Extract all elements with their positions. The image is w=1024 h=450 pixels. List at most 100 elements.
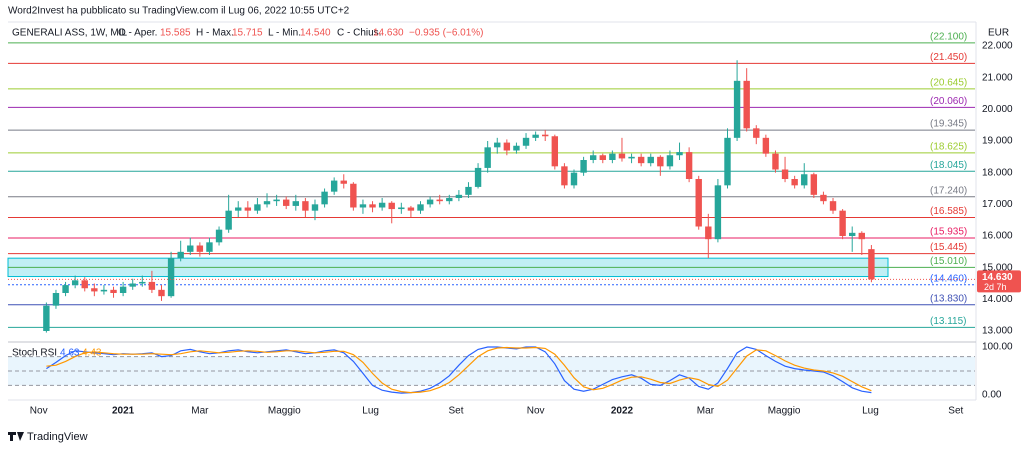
candle-body — [839, 210, 846, 236]
level-label: (20.060) — [930, 96, 967, 107]
candle-body — [350, 183, 357, 208]
candle-body — [378, 202, 386, 208]
candle-body — [321, 191, 328, 205]
x-tick-label: Mar — [697, 406, 715, 417]
candle-body — [532, 134, 539, 138]
y-tick-label: 17.000 — [982, 199, 1013, 210]
rsi-line — [46, 346, 872, 394]
candle-body — [705, 226, 712, 240]
candle-body — [676, 152, 683, 156]
y-tick-label: 21.000 — [982, 72, 1013, 83]
candle-body — [71, 280, 79, 286]
level-label: (18.045) — [930, 160, 967, 171]
candle-body — [637, 156, 645, 164]
y-tick-label: 18.000 — [982, 167, 1013, 178]
candle-body — [302, 201, 309, 211]
x-tick-label: 2021 — [112, 406, 135, 417]
level-label: (15.445) — [930, 242, 967, 253]
y-tick-label: 20.000 — [982, 104, 1013, 115]
candle-body — [369, 204, 376, 208]
y-tick-label: 19.000 — [982, 136, 1013, 147]
level-label: (15.935) — [930, 227, 967, 238]
candle-body — [311, 204, 319, 211]
candle-body — [62, 285, 69, 293]
y-tick-label: 13.000 — [982, 326, 1013, 337]
candle-body — [561, 166, 568, 186]
candle-body — [100, 289, 108, 292]
x-tick-label: Set — [448, 406, 463, 417]
level-label: (19.345) — [930, 119, 967, 130]
level-label: (16.585) — [930, 206, 967, 217]
legend-low-label: L - Min. — [268, 28, 301, 39]
candle-body — [446, 198, 453, 202]
x-tick-label: Lug — [362, 406, 379, 417]
level-label: (20.645) — [930, 78, 967, 89]
candle-body — [628, 156, 635, 159]
candle-body — [685, 152, 693, 179]
candle-body — [762, 137, 770, 154]
candle-body — [753, 128, 760, 138]
candle-body — [781, 169, 789, 179]
legend-change: −0.935 (−6.01%) — [409, 28, 484, 39]
candle-body — [359, 204, 367, 208]
candle-body — [810, 174, 818, 195]
x-tick-label: Maggio — [268, 406, 301, 417]
candle-body — [772, 153, 779, 170]
last-price: 14.630 — [982, 272, 1013, 283]
legend-open: 15.585 — [160, 28, 191, 39]
publisher: Word2Invest ha pubblicato su TradingView… — [8, 6, 350, 17]
x-tick-label: Set — [948, 406, 963, 417]
candle-body — [340, 180, 347, 184]
candle-body — [436, 199, 443, 202]
x-tick-label: Nov — [527, 406, 545, 417]
candle-body — [494, 142, 501, 148]
candle-body — [474, 167, 482, 187]
x-tick-label: Maggio — [768, 406, 801, 417]
level-label: (21.450) — [930, 52, 967, 63]
candle-body — [724, 137, 731, 186]
rsi-d: 4.43 — [82, 348, 102, 359]
candle-body — [43, 305, 50, 331]
candle-body — [119, 286, 127, 293]
candle-body — [858, 232, 865, 240]
candle-body — [589, 155, 597, 160]
candle-body — [714, 185, 722, 240]
candle-body — [542, 134, 549, 137]
candle-body — [820, 194, 827, 202]
last-price-box — [977, 270, 1021, 293]
currency: EUR — [988, 28, 1009, 39]
legend-symbol: GENERALI ASS, 1W, MIL — [12, 28, 127, 39]
candle-body — [868, 249, 875, 280]
candle-body — [426, 199, 434, 205]
candle-body — [455, 194, 463, 198]
legend-close: 14.630 — [373, 28, 404, 39]
candle-body — [215, 229, 223, 243]
candle-body — [235, 207, 242, 211]
candle-body — [513, 145, 520, 151]
candle-body — [417, 204, 424, 211]
candle-body — [647, 156, 654, 164]
candle-body — [551, 136, 559, 167]
candle-body — [733, 80, 741, 138]
candle-body — [330, 180, 338, 192]
rsi-name: Stoch RSI — [12, 348, 57, 359]
rsi-tick-label: 100.00 — [982, 342, 1013, 353]
candle-body — [225, 210, 232, 230]
x-tick-label: 2022 — [611, 406, 634, 417]
candle-body — [292, 201, 299, 206]
candle-body — [465, 186, 472, 195]
candle-body — [609, 153, 616, 160]
level-label: (13.115) — [930, 316, 967, 327]
candle-body — [570, 172, 578, 186]
candle-body — [666, 155, 674, 167]
candle-body — [158, 289, 165, 297]
x-tick-label: Lug — [862, 406, 879, 417]
candle-body — [244, 207, 252, 211]
candle-body — [91, 288, 98, 292]
candle-body — [580, 160, 587, 173]
candle-body — [618, 153, 626, 159]
candle-body — [801, 174, 808, 186]
candle-body — [196, 245, 204, 252]
